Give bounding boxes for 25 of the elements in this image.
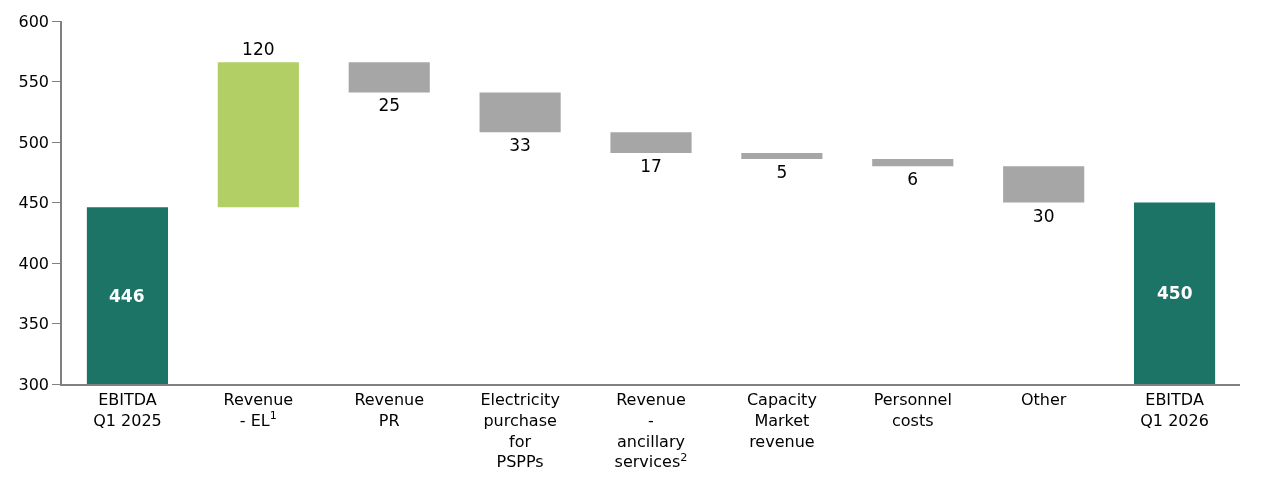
y-tick-label: 400 xyxy=(18,253,50,273)
x-tick-label: Capacity Market revenue xyxy=(746,389,817,451)
x-tick-label: Other xyxy=(1020,389,1067,409)
y-tick-label: 450 xyxy=(18,193,50,213)
x-tick-label: EBITDA Q1 2026 xyxy=(1140,389,1209,430)
x-tick-label: EBITDA Q1 2025 xyxy=(93,389,162,430)
data-label: 120 xyxy=(242,39,275,60)
y-tick-label: 500 xyxy=(18,132,50,152)
x-tick-label: Personnel costs xyxy=(873,389,952,430)
data-label: 6 xyxy=(907,169,919,190)
x-tick-label: Electricity purchase for PSPPs xyxy=(480,389,560,472)
y-tick-label: 550 xyxy=(18,72,50,92)
x-tick-label: Revenue PR xyxy=(354,389,425,430)
data-label: 450 xyxy=(1157,283,1193,303)
data-label: 17 xyxy=(640,155,662,176)
y-tick-label: 600 xyxy=(18,11,50,31)
y-tick-label: 350 xyxy=(18,314,50,334)
data-label: 446 xyxy=(109,286,145,306)
x-tick-label: Revenue - ancillary services$^{2}$ xyxy=(614,389,688,472)
data-label: 33 xyxy=(509,135,531,156)
y-tick-label: 300 xyxy=(18,374,50,394)
data-label: 5 xyxy=(776,161,788,182)
data-label: 30 xyxy=(1032,205,1055,226)
x-tick-label: Revenue - EL$^{1}$ xyxy=(223,389,294,430)
data-label: 25 xyxy=(378,95,401,116)
